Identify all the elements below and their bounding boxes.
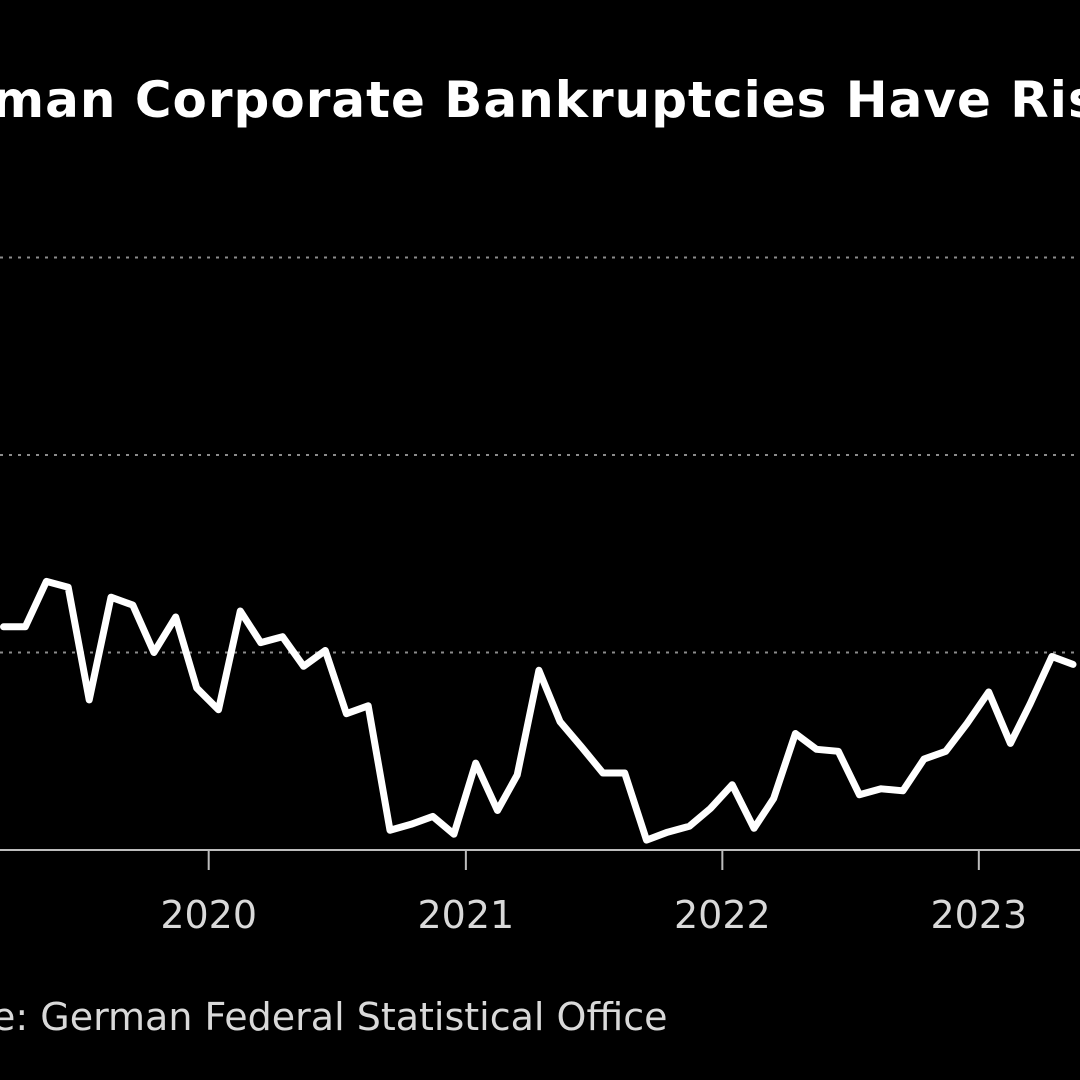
chart-source: e: German Federal Statistical Office [0,995,667,1039]
x-tick-label-2023: 2023 [930,893,1027,937]
chart-title: man Corporate Bankruptcies Have Ris [0,71,1080,129]
gridlines [0,256,1080,654]
series-line [0,577,1077,844]
x-axis-ticks: 2020 2021 2022 2023 [160,850,1027,937]
x-tick-label-2022: 2022 [674,893,771,937]
x-tick-label-2021: 2021 [418,893,515,937]
x-tick-label-2020: 2020 [160,893,257,937]
